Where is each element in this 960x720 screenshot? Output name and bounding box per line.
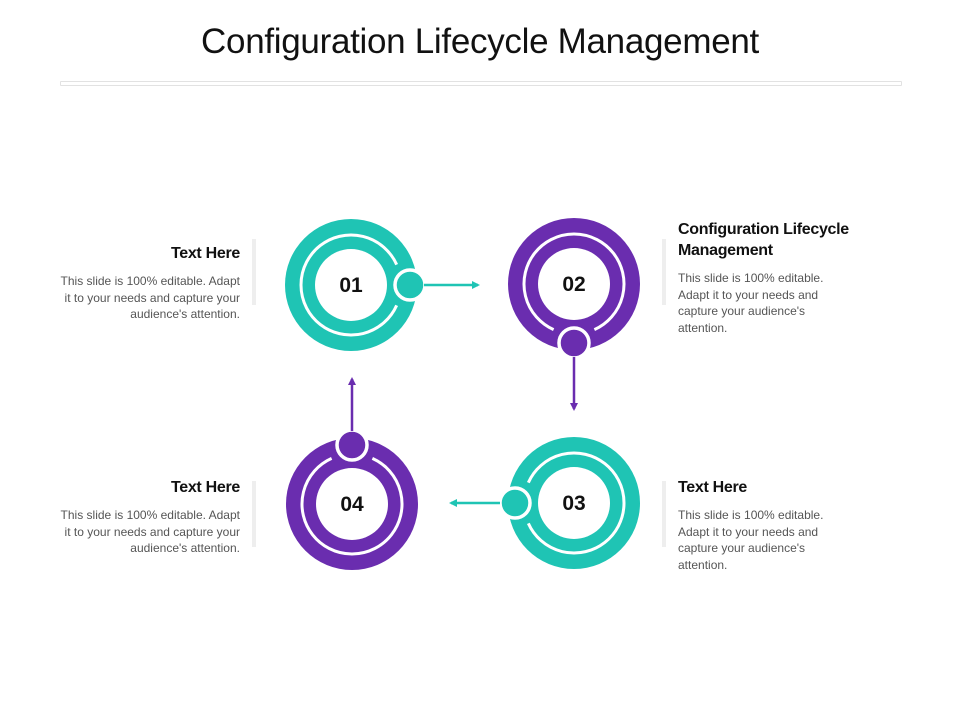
accent-bar-03 [662, 481, 666, 547]
step-03-text: Text Here This slide is 100% editable. A… [678, 477, 838, 573]
center-disc [316, 468, 388, 540]
step-circle-01: 01 [285, 219, 427, 351]
inner-arc [299, 233, 399, 337]
accent-bar-02 [662, 239, 666, 305]
step-heading: Text Here [170, 479, 240, 496]
accent-bar-01 [252, 239, 256, 305]
connector-knob [393, 268, 427, 302]
step-heading: Configuration Lifecycle Management [678, 221, 849, 259]
step-body: This slide is 100% editable. Adapt it to… [60, 274, 240, 321]
accent-bar-04 [252, 481, 256, 547]
connector-knob [557, 326, 591, 360]
step-circle-02: 02 [508, 218, 640, 360]
inner-arc [300, 456, 404, 556]
step-heading: Text Here [170, 245, 240, 262]
inner-arc [526, 451, 626, 555]
step-body: This slide is 100% editable. Adapt it to… [60, 508, 240, 555]
step-number: 03 [562, 492, 585, 515]
step-number: 02 [562, 273, 585, 296]
connector-knob [498, 486, 532, 520]
step-number: 01 [339, 274, 363, 297]
title-divider [60, 81, 902, 86]
connector-knob [335, 428, 369, 462]
step-02-text: Configuration Lifecycle Management This … [678, 219, 898, 336]
step-body: This slide is 100% editable. Adapt it to… [678, 508, 824, 572]
center-disc [538, 248, 610, 320]
slide-title: Configuration Lifecycle Management [201, 22, 759, 61]
step-heading: Text Here [678, 479, 748, 496]
inner-arc [522, 232, 626, 332]
step-01-text: Text Here This slide is 100% editable. A… [60, 243, 241, 323]
center-disc [315, 249, 387, 321]
center-disc [538, 467, 610, 539]
step-number: 04 [340, 493, 364, 516]
step-04-text: Text Here This slide is 100% editable. A… [60, 477, 241, 557]
step-body: This slide is 100% editable. Adapt it to… [678, 271, 824, 335]
step-circle-03: 03 [498, 437, 640, 569]
step-circle-04: 04 [286, 428, 418, 570]
